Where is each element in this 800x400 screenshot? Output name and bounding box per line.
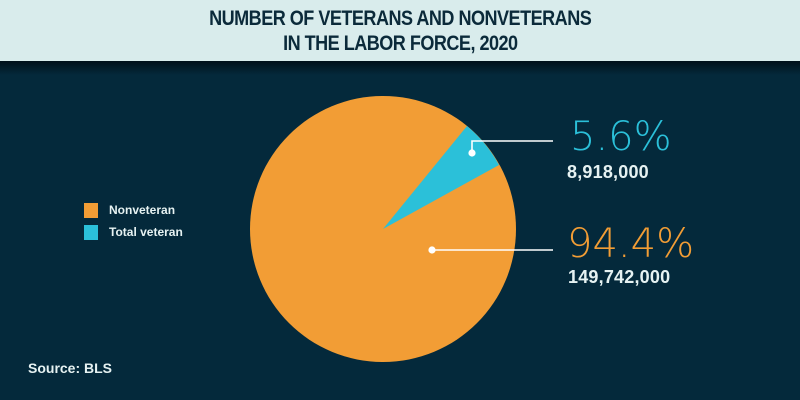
legend-swatch-veteran: [84, 224, 98, 240]
legend-swatch-nonveteran: [84, 202, 98, 218]
legend-item-nonveteran: Nonveteran: [84, 199, 183, 221]
veteran-connector-dot: [468, 149, 476, 157]
veteran-percent-label: 5.6%: [570, 114, 672, 160]
source-note: Source: BLS: [28, 360, 113, 376]
legend-label-nonveteran: Nonveteran: [109, 203, 176, 217]
legend-item-veteran: Total veteran: [84, 221, 183, 243]
nonveteran-percent-label: 94.4%: [567, 221, 695, 267]
chart-legend: Nonveteran Total veteran: [84, 199, 183, 243]
chart-title-line-1: NUMBER OF VETERANS AND NONVETERANS: [208, 6, 592, 30]
nonveteran-count-label: 149,742,000: [568, 267, 671, 287]
title-band-shadow: [0, 61, 800, 75]
title-band: NUMBER OF VETERANS AND NONVETERANS IN TH…: [0, 0, 800, 61]
chart-title-line-2: IN THE LABOR FORCE, 2020: [282, 31, 518, 55]
legend-label-veteran: Total veteran: [109, 225, 183, 239]
veteran-connector: [471, 140, 553, 152]
veteran-count-label: 8,918,000: [567, 162, 649, 182]
nonveteran-connector-dot: [428, 246, 436, 254]
